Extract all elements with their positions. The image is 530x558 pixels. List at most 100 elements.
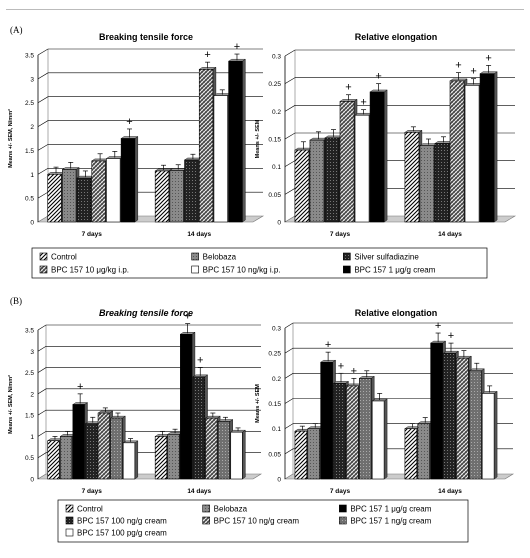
- significance-mark: +: [470, 66, 476, 78]
- significance-mark: +: [338, 360, 344, 372]
- y-tick-label: 2: [30, 124, 34, 131]
- bar: [180, 333, 193, 480]
- gridline: [37, 367, 261, 373]
- bar: [47, 440, 60, 480]
- bar: [339, 101, 355, 223]
- bar: [469, 370, 482, 480]
- bar: [333, 383, 346, 480]
- y-tick-label: 2: [30, 391, 34, 398]
- bar: [198, 69, 214, 223]
- y-tick-label: 0: [277, 477, 281, 484]
- legend-label: BPC 157 10 μg/kg i.p.: [51, 266, 129, 275]
- bar: [481, 393, 495, 480]
- legend-swatch: [202, 504, 210, 513]
- legend-swatch: [39, 252, 48, 261]
- significance-mark: +: [435, 320, 441, 332]
- legend-swatch: [65, 516, 74, 525]
- y-tick-label: 0.15: [268, 401, 281, 408]
- y-axis-label: Means +/- SEM, N/mm²: [7, 375, 14, 434]
- bar: [359, 378, 372, 480]
- bar: [320, 361, 333, 480]
- gridline: [37, 96, 263, 103]
- bar: [449, 80, 465, 223]
- bar: [72, 404, 85, 480]
- chart-title: Breaking tensile force: [99, 32, 193, 42]
- bar: [120, 138, 136, 223]
- y-tick-label: 0.1: [272, 426, 281, 433]
- y-tick-label: 0.05: [268, 192, 281, 199]
- bar: [110, 417, 123, 480]
- chart-title: Relative elongation: [355, 308, 438, 318]
- y-tick-label: 0.25: [268, 351, 281, 358]
- bar: [430, 342, 443, 480]
- top-rule: [6, 9, 524, 10]
- gridline: [284, 322, 513, 329]
- legend-swatch: [39, 265, 48, 274]
- bar: [354, 114, 370, 223]
- gridline: [37, 144, 263, 151]
- significance-mark: +: [455, 60, 461, 72]
- significance-mark: +: [77, 381, 83, 393]
- chart-back-wall: [37, 325, 47, 480]
- panel-b-tag: (B): [10, 296, 22, 306]
- bar: [85, 423, 98, 480]
- bar-side: [493, 71, 498, 223]
- gridline: [284, 132, 515, 140]
- legend-label: BPC 157 100 ng/g cream: [77, 517, 167, 526]
- y-tick-label: 2.5: [25, 370, 34, 377]
- legend-label: Control: [51, 253, 77, 262]
- x-tick-label: 14 days: [438, 488, 462, 495]
- legend-swatch: [65, 528, 74, 537]
- bar-side: [242, 58, 246, 223]
- x-tick-label: 14 days: [187, 231, 211, 238]
- significance-mark: +: [360, 97, 366, 109]
- bar-side: [493, 391, 498, 480]
- y-tick-label: 2.5: [25, 100, 34, 107]
- bar: [122, 442, 136, 480]
- chart-title: Breaking tensile force: [99, 308, 193, 318]
- bar: [47, 173, 62, 223]
- bar: [59, 436, 73, 480]
- legend-box: [57, 499, 469, 543]
- bar: [404, 428, 418, 480]
- bar: [294, 149, 310, 223]
- legend-swatch: [339, 504, 347, 513]
- significance-mark: +: [234, 41, 240, 53]
- gridline: [37, 72, 263, 80]
- bar: [154, 436, 168, 480]
- bar: [479, 73, 495, 223]
- y-tick-label: 3: [30, 76, 34, 83]
- gridline: [37, 388, 261, 395]
- legend-label: BPC 157 10 ng/g cream: [214, 517, 300, 526]
- y-axis-label: Means +/- SEM: [255, 384, 261, 423]
- legend-label: BPC 157 100 pg/g cream: [77, 529, 167, 538]
- legend-swatch: [191, 265, 199, 274]
- bar: [106, 158, 121, 223]
- x-tick-label: 14 days: [438, 231, 462, 238]
- chart-back-wall: [37, 49, 49, 223]
- bar: [230, 431, 243, 480]
- gridline: [37, 345, 261, 352]
- significance-mark: +: [345, 82, 351, 94]
- legend-label: Belobaza: [203, 253, 237, 262]
- gridline: [37, 324, 261, 331]
- significance-mark: +: [448, 330, 454, 342]
- legend-swatch: [65, 504, 74, 513]
- y-tick-label: 3.5: [25, 53, 34, 60]
- bar: [324, 137, 340, 223]
- x-tick-label: 7 days: [330, 231, 351, 238]
- chart-title: Relative elongation: [355, 32, 438, 42]
- legend-label: BPC 157 10 ng/kg i.p.: [203, 266, 281, 275]
- bar: [97, 412, 110, 480]
- y-tick-label: 0.25: [268, 81, 281, 88]
- bar: [346, 385, 359, 480]
- legend-label: BPC 157 1 μg/g cream: [350, 505, 431, 514]
- bar: [192, 376, 205, 480]
- gridline: [284, 105, 515, 112]
- bar-side: [242, 429, 246, 480]
- legend-label: Control: [77, 505, 103, 514]
- y-tick-label: 0.15: [268, 137, 281, 144]
- bar-side: [383, 89, 388, 223]
- x-tick-label: 7 days: [82, 231, 103, 238]
